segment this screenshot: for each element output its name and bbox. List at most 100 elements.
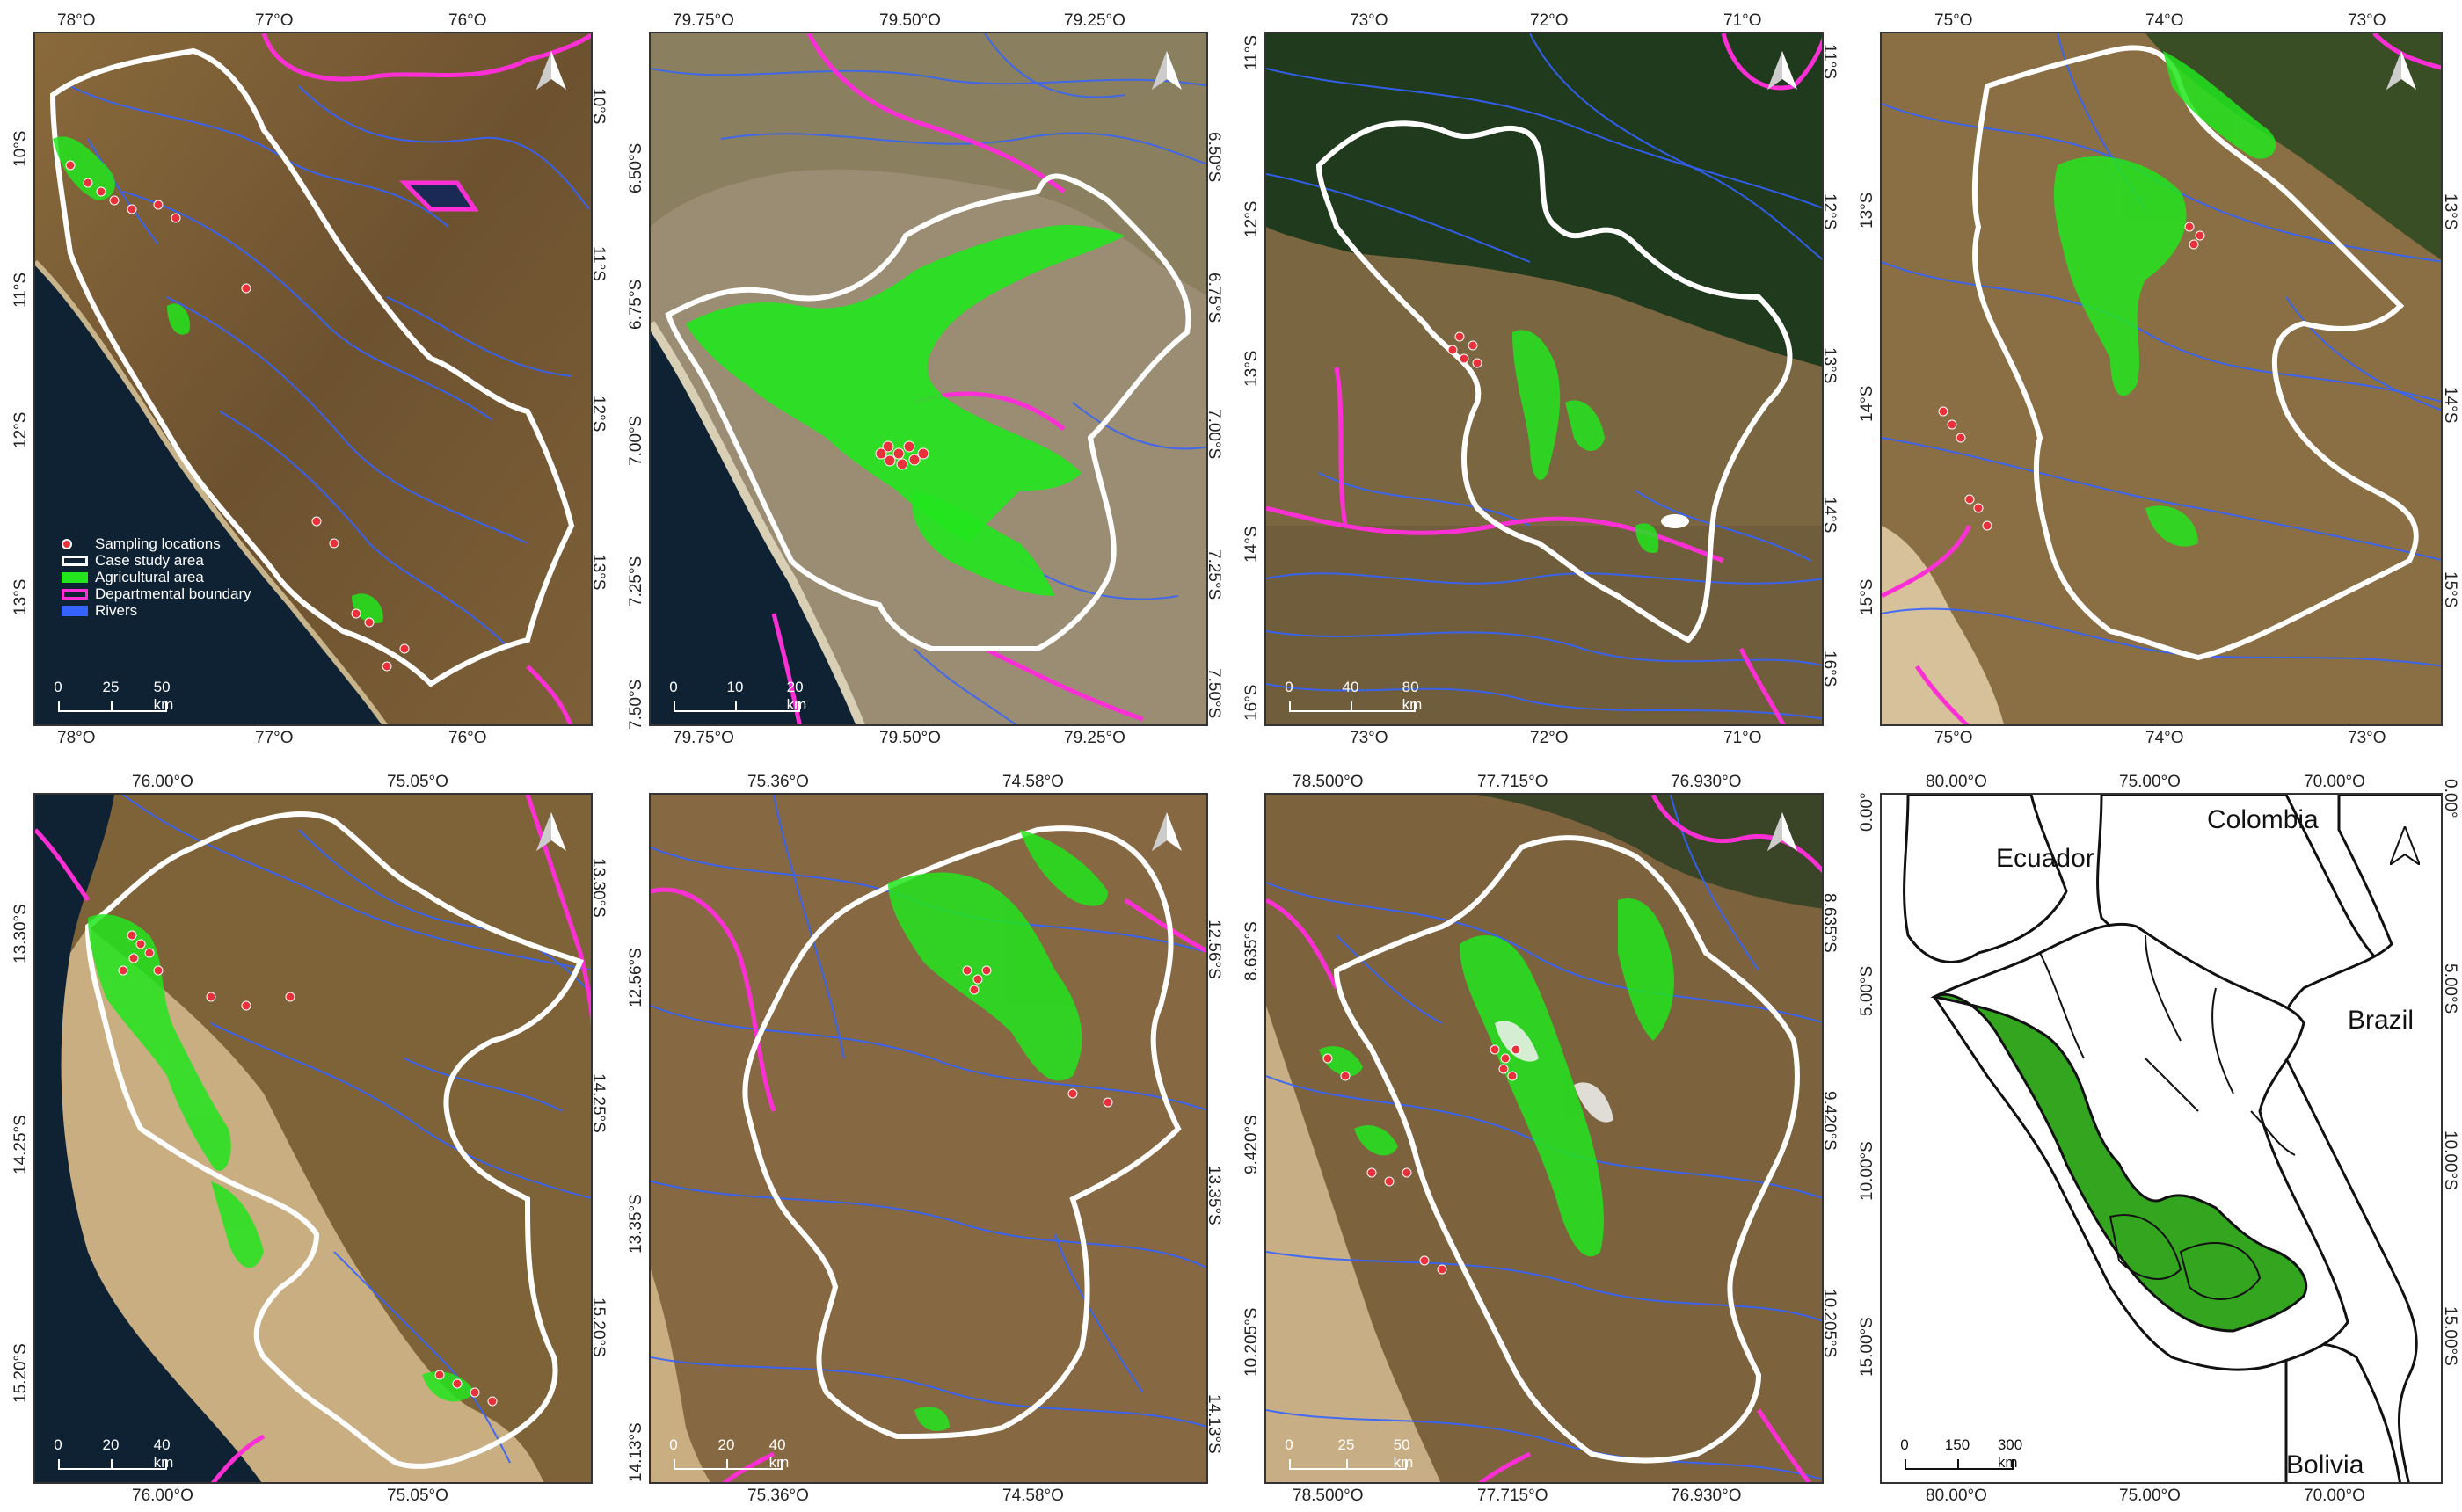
bottom-tick: 72°O xyxy=(1530,729,1569,747)
satellite-map xyxy=(35,795,591,1482)
right-tick: 14°S xyxy=(2441,387,2459,424)
left-tick: 15.20°S xyxy=(11,1343,30,1403)
top-tick: 75°O xyxy=(1934,11,1973,30)
left-tick: 13°S xyxy=(1242,350,1261,387)
top-tick: 76°O xyxy=(448,11,487,30)
left-tick: 12°S xyxy=(11,411,30,448)
legend-label: Departmental boundary xyxy=(95,585,251,602)
map-frame: Sampling locations Case study area Agric… xyxy=(33,32,593,726)
left-tick: 7.00°S xyxy=(627,415,645,466)
magenta-outline-icon xyxy=(62,588,88,600)
bottom-tick: 74°O xyxy=(2145,729,2184,747)
left-tick: 15°S xyxy=(1858,578,1876,615)
satellite-map xyxy=(651,795,1206,1482)
map-frame: 0 20 40 km xyxy=(33,793,593,1484)
country-label: Ecuador xyxy=(1996,844,2094,873)
top-tick: 70.00°O xyxy=(2304,773,2365,791)
bottom-tick: 76.00°O xyxy=(132,1487,193,1505)
north-arrow-icon xyxy=(1767,812,1797,851)
satellite-map xyxy=(651,33,1206,724)
bottom-tick: 78°O xyxy=(57,729,96,747)
right-tick: 15°S xyxy=(2441,571,2459,608)
left-tick: 0.00° xyxy=(1858,792,1876,832)
bottom-tick: 75°O xyxy=(1934,729,1973,747)
left-tick: 13.30°S xyxy=(11,904,30,963)
left-tick: 10.205°S xyxy=(1242,1307,1261,1377)
map-frame xyxy=(1880,32,2443,726)
north-arrow-icon xyxy=(536,812,566,851)
bottom-tick: 70.00°O xyxy=(2304,1487,2365,1505)
left-tick: 7.50°S xyxy=(627,679,645,730)
left-tick: 9.420°S xyxy=(1242,1115,1261,1174)
satellite-map xyxy=(1882,33,2441,724)
satellite-map xyxy=(1266,795,1822,1482)
legend-label: Rivers xyxy=(95,602,138,619)
left-tick: 6.75°S xyxy=(627,279,645,330)
top-tick: 78°O xyxy=(57,11,96,30)
map-frame: 0 25 50 km xyxy=(1264,793,1824,1484)
map-legend: Sampling locations Case study area Agric… xyxy=(62,535,251,619)
legend-label: Case study area xyxy=(95,552,204,569)
map-frame: 0 10 20 km xyxy=(649,32,1208,726)
legend-label: Sampling locations xyxy=(95,535,221,552)
left-tick: 12.56°S xyxy=(627,948,645,1007)
right-tick: 5.00°S xyxy=(2441,963,2459,1014)
left-tick: 8.635°S xyxy=(1242,921,1261,981)
bottom-tick: 75.36°O xyxy=(747,1487,809,1505)
left-tick: 14°S xyxy=(1858,385,1876,422)
bottom-tick: 76.930°O xyxy=(1671,1487,1742,1505)
sampling-point-icon xyxy=(62,538,72,549)
bottom-tick: 79.50°O xyxy=(879,729,941,747)
top-tick: 79.25°O xyxy=(1064,11,1125,30)
left-tick: 7.25°S xyxy=(627,556,645,607)
north-arrow-icon xyxy=(2386,51,2416,90)
bottom-tick: 77.715°O xyxy=(1477,1487,1548,1505)
north-arrow-icon xyxy=(1152,812,1182,851)
top-tick: 77.715°O xyxy=(1477,773,1548,791)
bottom-tick: 79.75°O xyxy=(673,729,734,747)
green-fill-icon xyxy=(62,571,88,583)
map-panel-5: 76.00°O 75.05°O 76.00°O 75.05°O 13.30°S … xyxy=(0,761,608,1512)
north-arrow-icon xyxy=(536,51,566,90)
left-tick: 13°S xyxy=(1858,192,1876,229)
map-panel-1: 78°O 77°O 76°O 78°O 77°O 76°O 10°S 11°S … xyxy=(0,0,608,756)
blue-line-icon xyxy=(62,605,88,616)
map-panel-7: 78.500°O 77.715°O 76.930°O 78.500°O 77.7… xyxy=(1231,761,1839,1512)
country-label: Bolivia xyxy=(2286,1450,2364,1479)
left-tick: 14.25°S xyxy=(11,1115,30,1174)
map-panel-4: 75°O 74°O 73°O 75°O 74°O 73°O 13°S 14°S … xyxy=(1846,0,2462,756)
map-frame: 0 40 80 km xyxy=(1264,32,1824,726)
map-panel-2: 79.75°O 79.50°O 79.25°O 79.75°O 79.50°O … xyxy=(616,0,1223,756)
bottom-tick: 78.500°O xyxy=(1293,1487,1364,1505)
left-tick: 13°S xyxy=(11,578,30,615)
north-arrow-icon xyxy=(1152,51,1182,90)
left-tick: 10°S xyxy=(11,130,30,167)
bottom-tick: 74.58°O xyxy=(1002,1487,1064,1505)
top-tick: 77°O xyxy=(255,11,294,30)
right-tick: 0.00° xyxy=(2441,779,2459,818)
top-tick: 76.00°O xyxy=(132,773,193,791)
top-tick: 75.36°O xyxy=(747,773,809,791)
top-tick: 73°O xyxy=(2348,11,2386,30)
left-tick: 6.50°S xyxy=(627,142,645,193)
map-panel-3: 73°O 72°O 71°O 73°O 72°O 71°O 11°S 12°S … xyxy=(1231,0,1839,756)
left-tick: 10.00°S xyxy=(1858,1141,1876,1201)
top-tick: 71°O xyxy=(1723,11,1762,30)
left-tick: 14°S xyxy=(1242,526,1261,563)
north-arrow-icon xyxy=(1767,51,1797,90)
country-label: Brazil xyxy=(2348,1006,2415,1035)
top-tick: 75.05°O xyxy=(387,773,448,791)
top-tick: 73°O xyxy=(1350,11,1388,30)
country-label: Colombia xyxy=(2207,805,2319,834)
left-tick: 15.00°S xyxy=(1858,1317,1876,1377)
top-tick: 78.500°O xyxy=(1293,773,1364,791)
bottom-tick: 77°O xyxy=(255,729,294,747)
map-frame: 0 20 40 km xyxy=(649,793,1208,1484)
top-tick: 79.50°O xyxy=(879,11,941,30)
top-tick: 79.75°O xyxy=(673,11,734,30)
left-tick: 14.13°S xyxy=(627,1422,645,1482)
satellite-map xyxy=(1266,33,1822,724)
north-arrow-icon xyxy=(2390,826,2420,865)
bottom-tick: 76°O xyxy=(448,729,487,747)
bottom-tick: 71°O xyxy=(1723,729,1762,747)
